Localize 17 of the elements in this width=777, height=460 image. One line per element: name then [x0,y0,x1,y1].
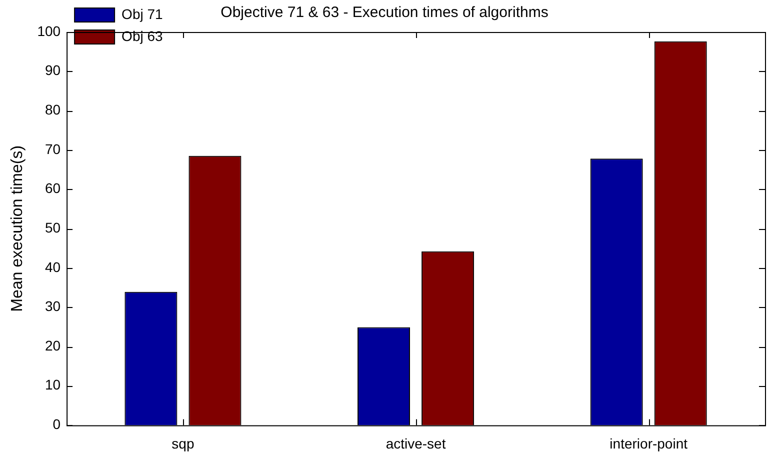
x-tick-label: sqp [172,435,194,452]
y-axis-title: Mean execution time(s) [9,145,26,312]
x-tick-label: active-set [386,435,446,452]
y-tick-label: 10 [44,376,61,393]
y-tick-label: 60 [44,180,61,196]
x-tick-label: interior-point [610,435,688,452]
chart-title: Objective 71 & 63 - Execution times of algorithms [220,4,548,22]
y-tick-label: 30 [44,298,61,314]
y-tick-label: 70 [44,140,61,157]
y-tick-label: 40 [44,258,61,275]
y-tick-label: 80 [44,102,61,118]
y-tick-label: 90 [44,62,61,78]
y-tick-label: 100 [37,22,61,39]
legend-label: Obj 71 [122,6,164,22]
y-tick-label: 50 [44,219,61,236]
y-tick-label: 20 [44,337,61,354]
y-tick-label: 0 [52,416,61,432]
